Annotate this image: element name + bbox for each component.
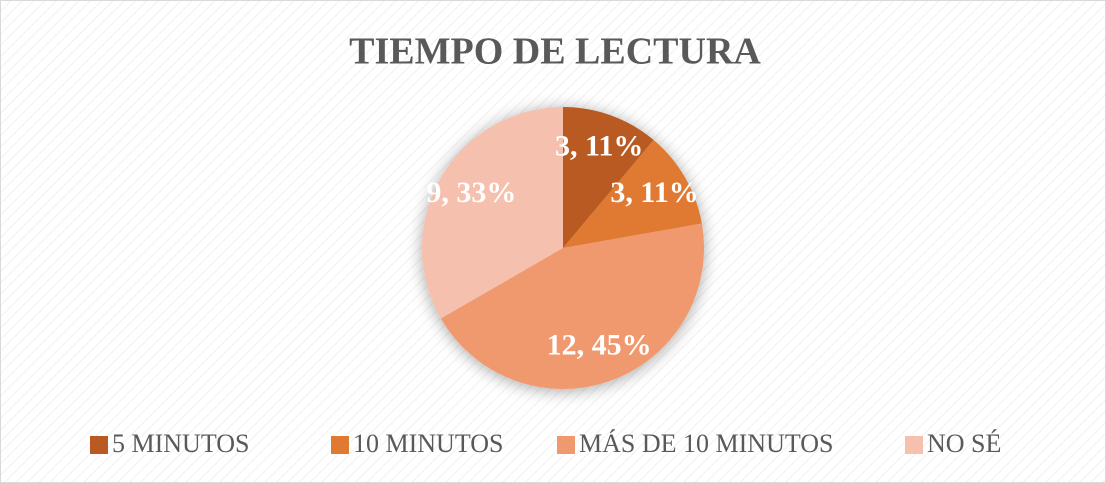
legend-swatch	[331, 436, 349, 454]
legend-label: MÁS DE 10 MINUTOS	[579, 429, 834, 458]
legend-swatch	[90, 436, 108, 454]
data-label: 3, 11%	[555, 130, 643, 163]
legend-label: 10 MINUTOS	[353, 429, 503, 458]
pie-slice	[563, 139, 702, 248]
legend-swatch	[557, 436, 575, 454]
legend-swatch	[905, 436, 923, 454]
pie-slice	[422, 107, 563, 319]
pie-slice	[440, 223, 705, 389]
pie	[422, 107, 705, 389]
data-label: 3, 11%	[610, 176, 698, 209]
chart-title: TIEMPO DE LECTURA	[349, 31, 761, 73]
legend-label: 5 MINUTOS	[112, 429, 249, 458]
data-label: 9, 33%	[426, 176, 516, 209]
data-label: 12, 45%	[547, 328, 652, 361]
legend-label: NO SÉ	[927, 429, 1001, 458]
pie-slice	[563, 107, 654, 248]
